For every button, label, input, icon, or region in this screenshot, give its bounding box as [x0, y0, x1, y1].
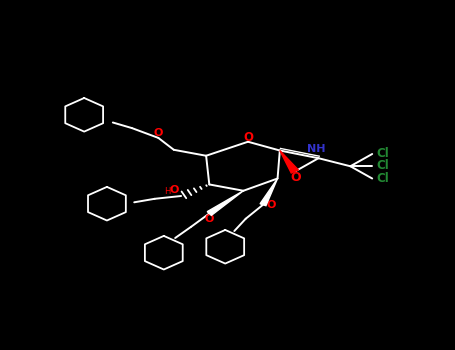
Polygon shape: [207, 191, 243, 215]
Text: NH: NH: [307, 144, 325, 154]
Polygon shape: [260, 178, 278, 206]
Text: O: O: [205, 214, 214, 224]
Text: H: H: [164, 187, 171, 196]
Polygon shape: [280, 150, 298, 173]
Text: Cl: Cl: [377, 159, 389, 173]
Text: Cl: Cl: [377, 147, 389, 160]
Text: O: O: [243, 131, 253, 144]
Text: Cl: Cl: [377, 172, 389, 185]
Text: O: O: [170, 185, 179, 195]
Text: O: O: [154, 128, 163, 138]
Text: O: O: [267, 200, 276, 210]
Text: O: O: [290, 171, 301, 184]
